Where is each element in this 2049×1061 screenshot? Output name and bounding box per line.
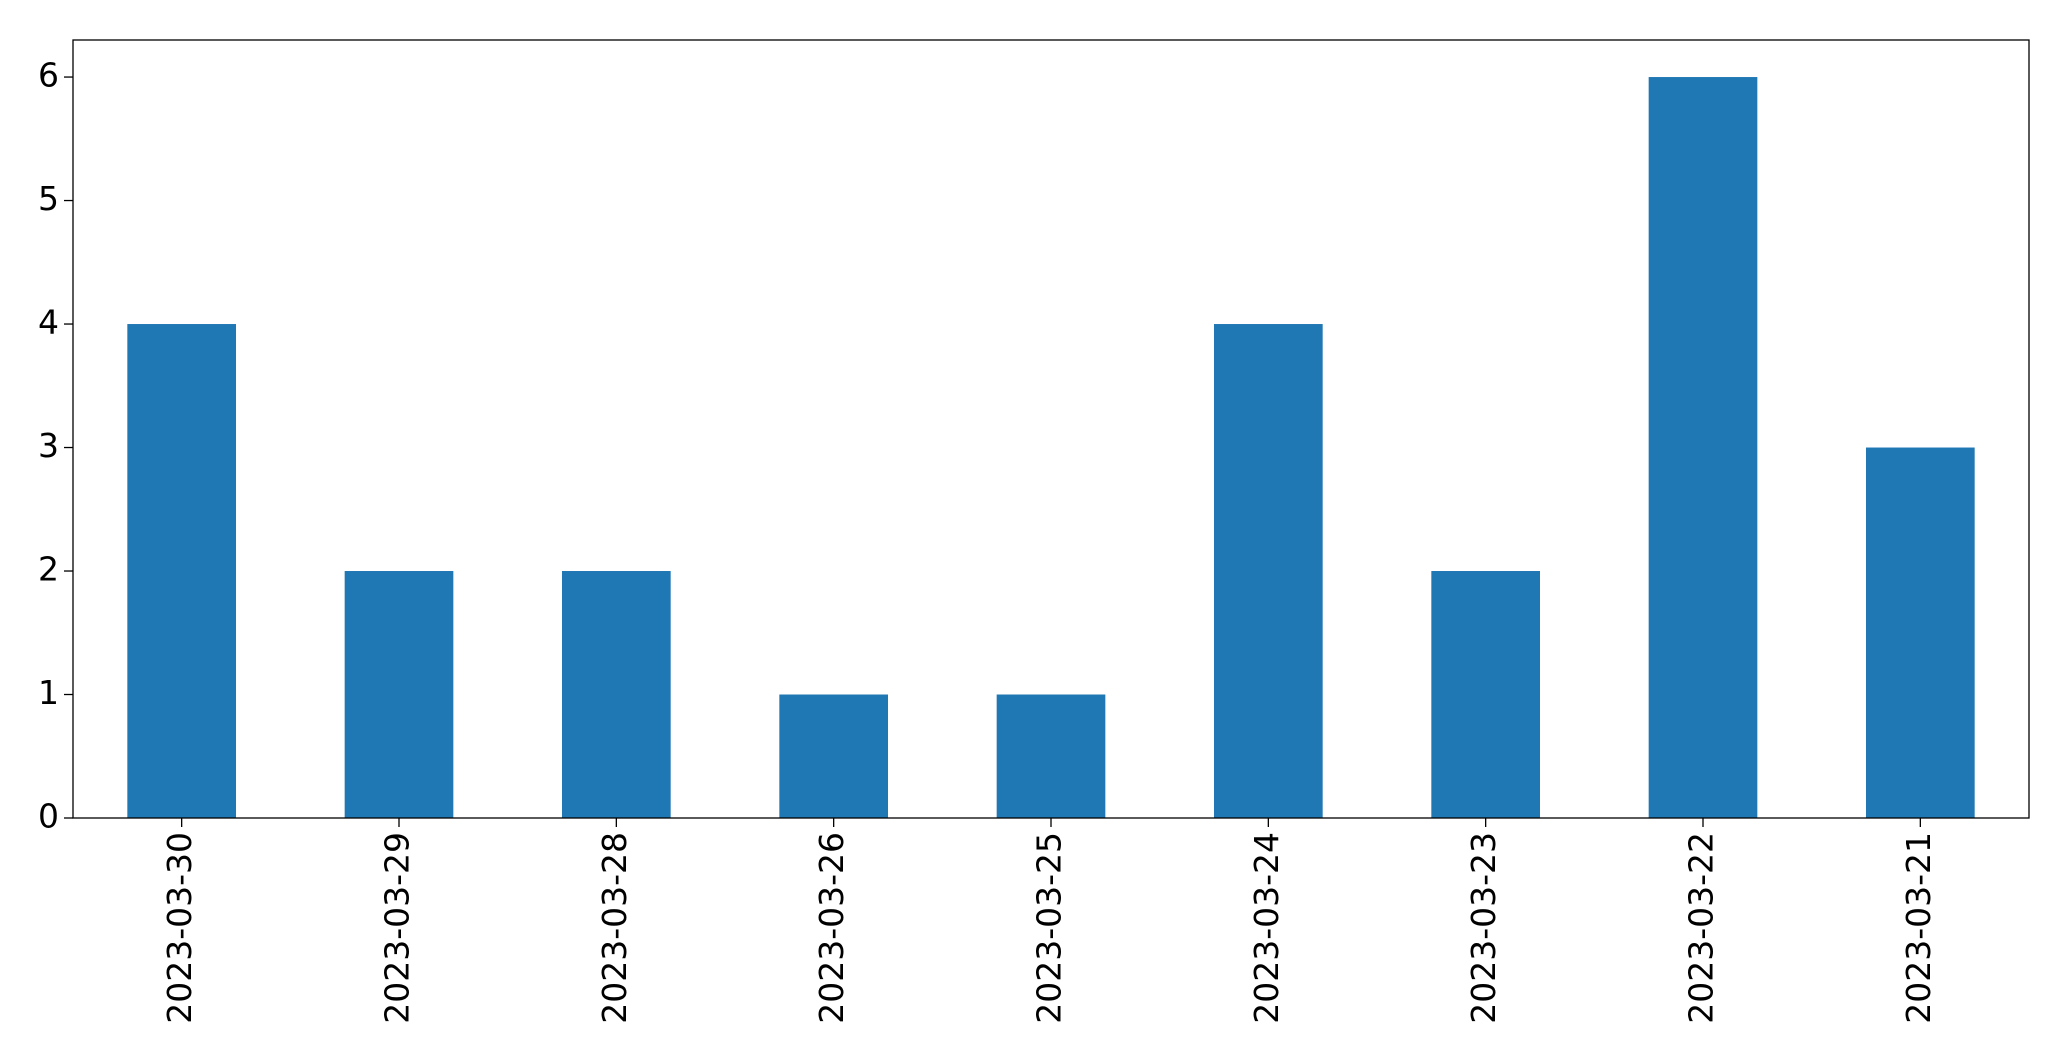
x-tick-label: 2023-03-24	[1247, 832, 1286, 1024]
y-tick-label: 3	[38, 426, 59, 465]
y-tick-label: 0	[38, 797, 59, 836]
y-tick-label: 1	[38, 673, 59, 712]
bar	[1866, 447, 1975, 818]
y-tick-label: 2	[38, 550, 59, 589]
x-tick-label: 2023-03-22	[1682, 832, 1721, 1024]
bar	[996, 694, 1106, 818]
bar	[344, 571, 454, 818]
bar	[1214, 324, 1323, 818]
x-tick-label: 2023-03-21	[1899, 832, 1938, 1024]
plot-frame	[72, 39, 2030, 819]
bar	[562, 571, 671, 818]
bar	[779, 694, 888, 818]
x-tick-label: 2023-03-23	[1464, 832, 1503, 1024]
x-tick-label: 2023-03-25	[1030, 832, 1069, 1024]
y-tick-label: 6	[38, 56, 59, 95]
y-tick-label: 5	[38, 179, 59, 218]
bar	[1648, 77, 1758, 819]
y-tick-label: 4	[38, 303, 59, 342]
x-tick-label: 2023-03-26	[812, 832, 851, 1024]
x-tick-label: 2023-03-29	[378, 832, 417, 1024]
bar	[127, 324, 236, 818]
bar	[1431, 571, 1540, 818]
x-tick-label: 2023-03-30	[160, 832, 199, 1024]
x-tick-label: 2023-03-28	[595, 832, 634, 1024]
